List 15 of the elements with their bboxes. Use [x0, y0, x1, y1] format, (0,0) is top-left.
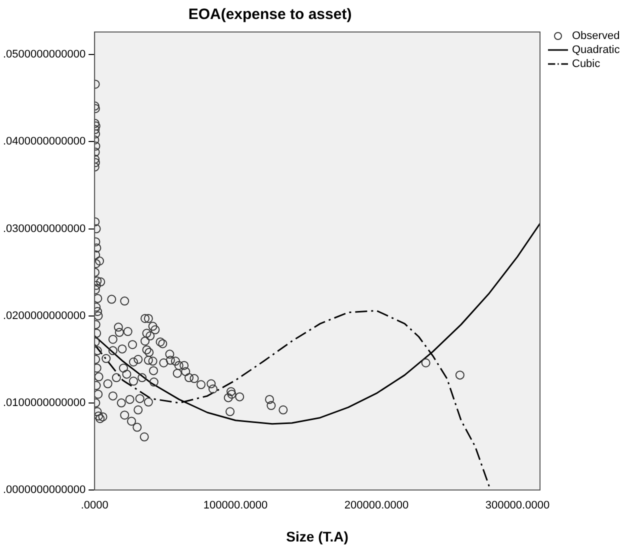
y-tick-label: .0300000000000 [2, 222, 86, 235]
legend-label: Cubic [572, 58, 601, 70]
x-tick-label: 200000.0000 [344, 500, 409, 512]
y-tick-label: .0000000000000 [2, 484, 86, 496]
y-tick-label: .0200000000000 [2, 310, 86, 322]
legend-label: Quadratic [572, 44, 620, 56]
y-tick-label: .0100000000000 [2, 396, 86, 409]
y-tick-label: .0500000000000 [2, 48, 86, 61]
y-tick-label: .0400000000000 [2, 136, 86, 148]
x-tick-label: 100000.0000 [203, 500, 268, 512]
legend-label: Observed [572, 30, 620, 42]
x-tick-label: 300000.0000 [485, 500, 550, 512]
x-tick-label: .0000 [80, 500, 108, 512]
chart-title: EOA(expense to asset) [188, 6, 352, 24]
x-axis-title: Size (T.A) [286, 528, 348, 544]
